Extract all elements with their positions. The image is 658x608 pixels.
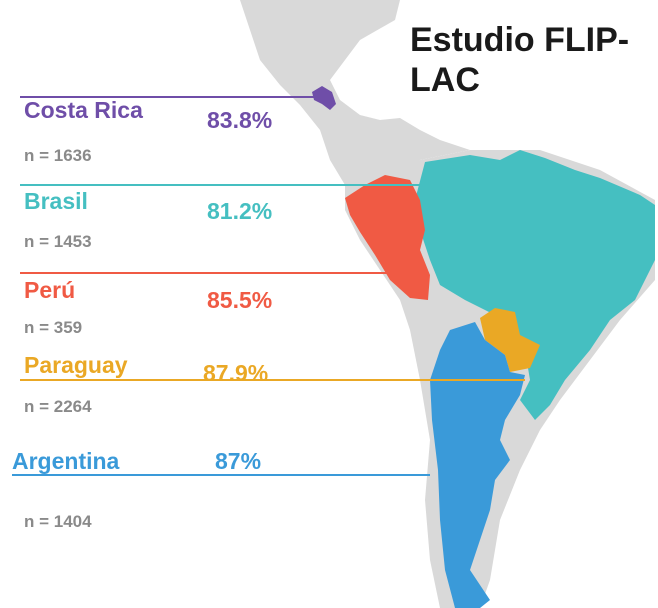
country-percent: 83.8% [207,107,273,133]
country-name: Brasil [24,188,88,214]
country-percent: 87.9% [203,360,269,386]
title: Estudio FLIP-LAC [410,21,630,99]
country-peru [345,175,430,300]
sample-size: n = 1453 [24,232,92,251]
country-percent: 81.2% [207,198,273,224]
country-name: Paraguay [24,352,128,378]
country-percent: 85.5% [207,287,273,313]
country-argentina [430,322,525,608]
country-brasil [415,150,655,420]
sample-size: n = 2264 [24,397,92,416]
land-central-america [240,0,470,185]
country-name: Perú [24,277,76,303]
sample-size: n = 1404 [24,512,92,531]
sample-size: n = 359 [24,318,83,337]
country-percent: 87% [215,448,262,474]
country-paraguay [480,308,540,372]
sample-size: n = 1636 [24,146,92,165]
country-name: Argentina [12,448,120,474]
country-name: Costa Rica [24,97,143,123]
